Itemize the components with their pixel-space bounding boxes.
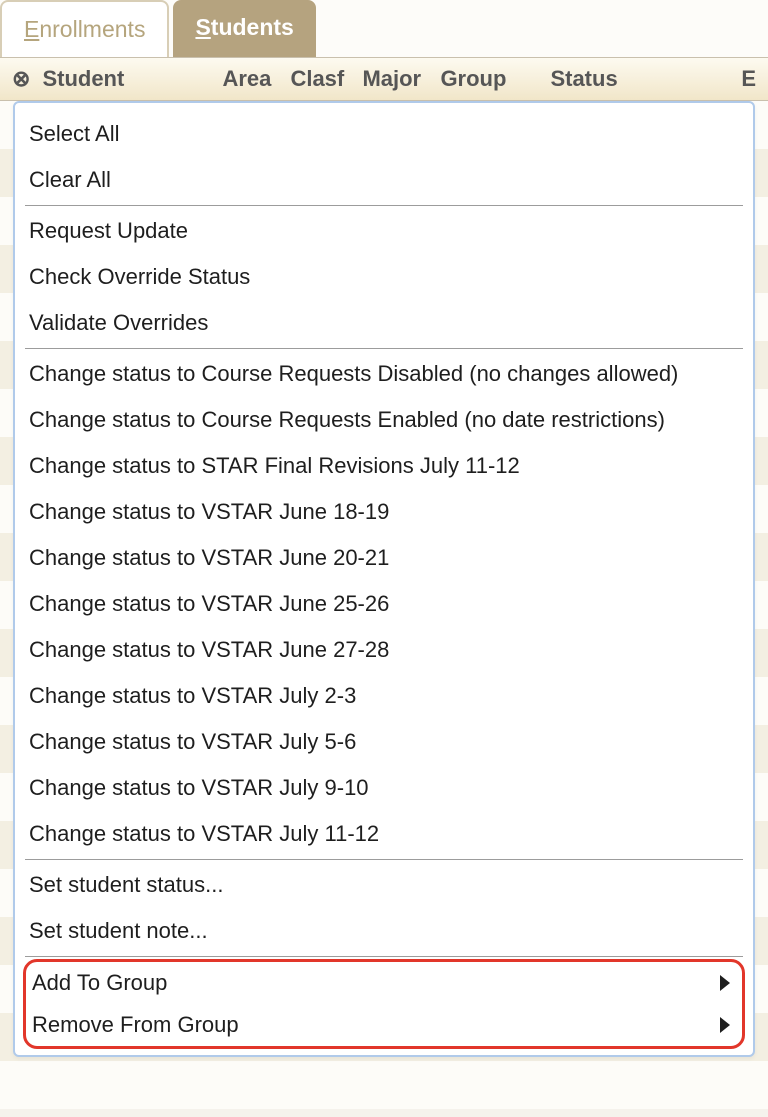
header-major[interactable]: Major (362, 66, 440, 92)
menu-change-status-disabled[interactable]: Change status to Course Requests Disable… (15, 351, 753, 397)
menu-divider (25, 205, 743, 206)
header-area[interactable]: Area (222, 66, 290, 92)
tab-enrollments-label: nrollments (39, 16, 145, 42)
menu-item-label: Clear All (29, 167, 111, 193)
menu-change-status-star-final[interactable]: Change status to STAR Final Revisions Ju… (15, 443, 753, 489)
menu-change-status-vstar-jun25[interactable]: Change status to VSTAR June 25-26 (15, 581, 753, 627)
tab-students-label: tudents (211, 14, 294, 40)
menu-change-status-vstar-jul5[interactable]: Change status to VSTAR July 5-6 (15, 719, 753, 765)
tab-bar: Enrollments Students (0, 0, 768, 58)
close-icon[interactable]: ⊗ (12, 66, 30, 92)
menu-item-label: Change status to VSTAR June 18-19 (29, 499, 389, 525)
menu-item-label: Change status to VSTAR July 5-6 (29, 729, 356, 755)
menu-change-status-vstar-jun27[interactable]: Change status to VSTAR June 27-28 (15, 627, 753, 673)
menu-set-student-note[interactable]: Set student note... (15, 908, 753, 954)
menu-change-status-vstar-jul2[interactable]: Change status to VSTAR July 2-3 (15, 673, 753, 719)
tab-students[interactable]: Students (173, 0, 315, 57)
highlighted-group: Add To Group Remove From Group (23, 959, 745, 1049)
menu-item-label: Remove From Group (32, 1012, 239, 1038)
menu-item-label: Select All (29, 121, 120, 147)
menu-request-update[interactable]: Request Update (15, 208, 753, 254)
menu-item-label: Set student status... (29, 872, 223, 898)
menu-item-label: Change status to STAR Final Revisions Ju… (29, 453, 520, 479)
context-menu: Select All Clear All Request Update Chec… (13, 101, 755, 1057)
menu-add-to-group[interactable]: Add To Group (26, 962, 742, 1004)
header-status[interactable]: Status (550, 66, 700, 92)
menu-change-status-vstar-jul11[interactable]: Change status to VSTAR July 11-12 (15, 811, 753, 857)
menu-item-label: Change status to Course Requests Disable… (29, 361, 678, 387)
menu-item-label: Set student note... (29, 918, 208, 944)
menu-item-label: Check Override Status (29, 264, 250, 290)
menu-set-student-status[interactable]: Set student status... (15, 862, 753, 908)
menu-divider (25, 956, 743, 957)
chevron-right-icon (720, 1017, 730, 1033)
menu-item-label: Change status to VSTAR July 2-3 (29, 683, 356, 709)
tab-enrollments[interactable]: Enrollments (0, 0, 169, 57)
menu-change-status-vstar-jun18[interactable]: Change status to VSTAR June 18-19 (15, 489, 753, 535)
menu-item-label: Change status to VSTAR June 25-26 (29, 591, 389, 617)
header-last[interactable]: E (700, 66, 756, 92)
menu-item-label: Change status to VSTAR June 20-21 (29, 545, 389, 571)
column-header-row: ⊗ Student Area Clasf Major Group Status … (0, 58, 768, 101)
menu-item-label: Request Update (29, 218, 188, 244)
header-student[interactable]: Student (42, 66, 222, 92)
menu-item-label: Change status to VSTAR July 11-12 (29, 821, 379, 847)
menu-select-all[interactable]: Select All (15, 111, 753, 157)
menu-change-status-vstar-jun20[interactable]: Change status to VSTAR June 20-21 (15, 535, 753, 581)
chevron-right-icon (720, 975, 730, 991)
menu-item-label: Add To Group (32, 970, 167, 996)
menu-remove-from-group[interactable]: Remove From Group (26, 1004, 742, 1046)
menu-check-override-status[interactable]: Check Override Status (15, 254, 753, 300)
menu-item-label: Change status to VSTAR July 9-10 (29, 775, 369, 801)
menu-item-label: Change status to Course Requests Enabled… (29, 407, 665, 433)
menu-item-label: Change status to VSTAR June 27-28 (29, 637, 389, 663)
menu-item-label: Validate Overrides (29, 310, 208, 336)
menu-change-status-vstar-jul9[interactable]: Change status to VSTAR July 9-10 (15, 765, 753, 811)
menu-validate-overrides[interactable]: Validate Overrides (15, 300, 753, 346)
menu-clear-all[interactable]: Clear All (15, 157, 753, 203)
menu-divider (25, 348, 743, 349)
menu-change-status-enabled[interactable]: Change status to Course Requests Enabled… (15, 397, 753, 443)
menu-divider (25, 859, 743, 860)
header-group[interactable]: Group (440, 66, 550, 92)
header-clasf[interactable]: Clasf (290, 66, 362, 92)
